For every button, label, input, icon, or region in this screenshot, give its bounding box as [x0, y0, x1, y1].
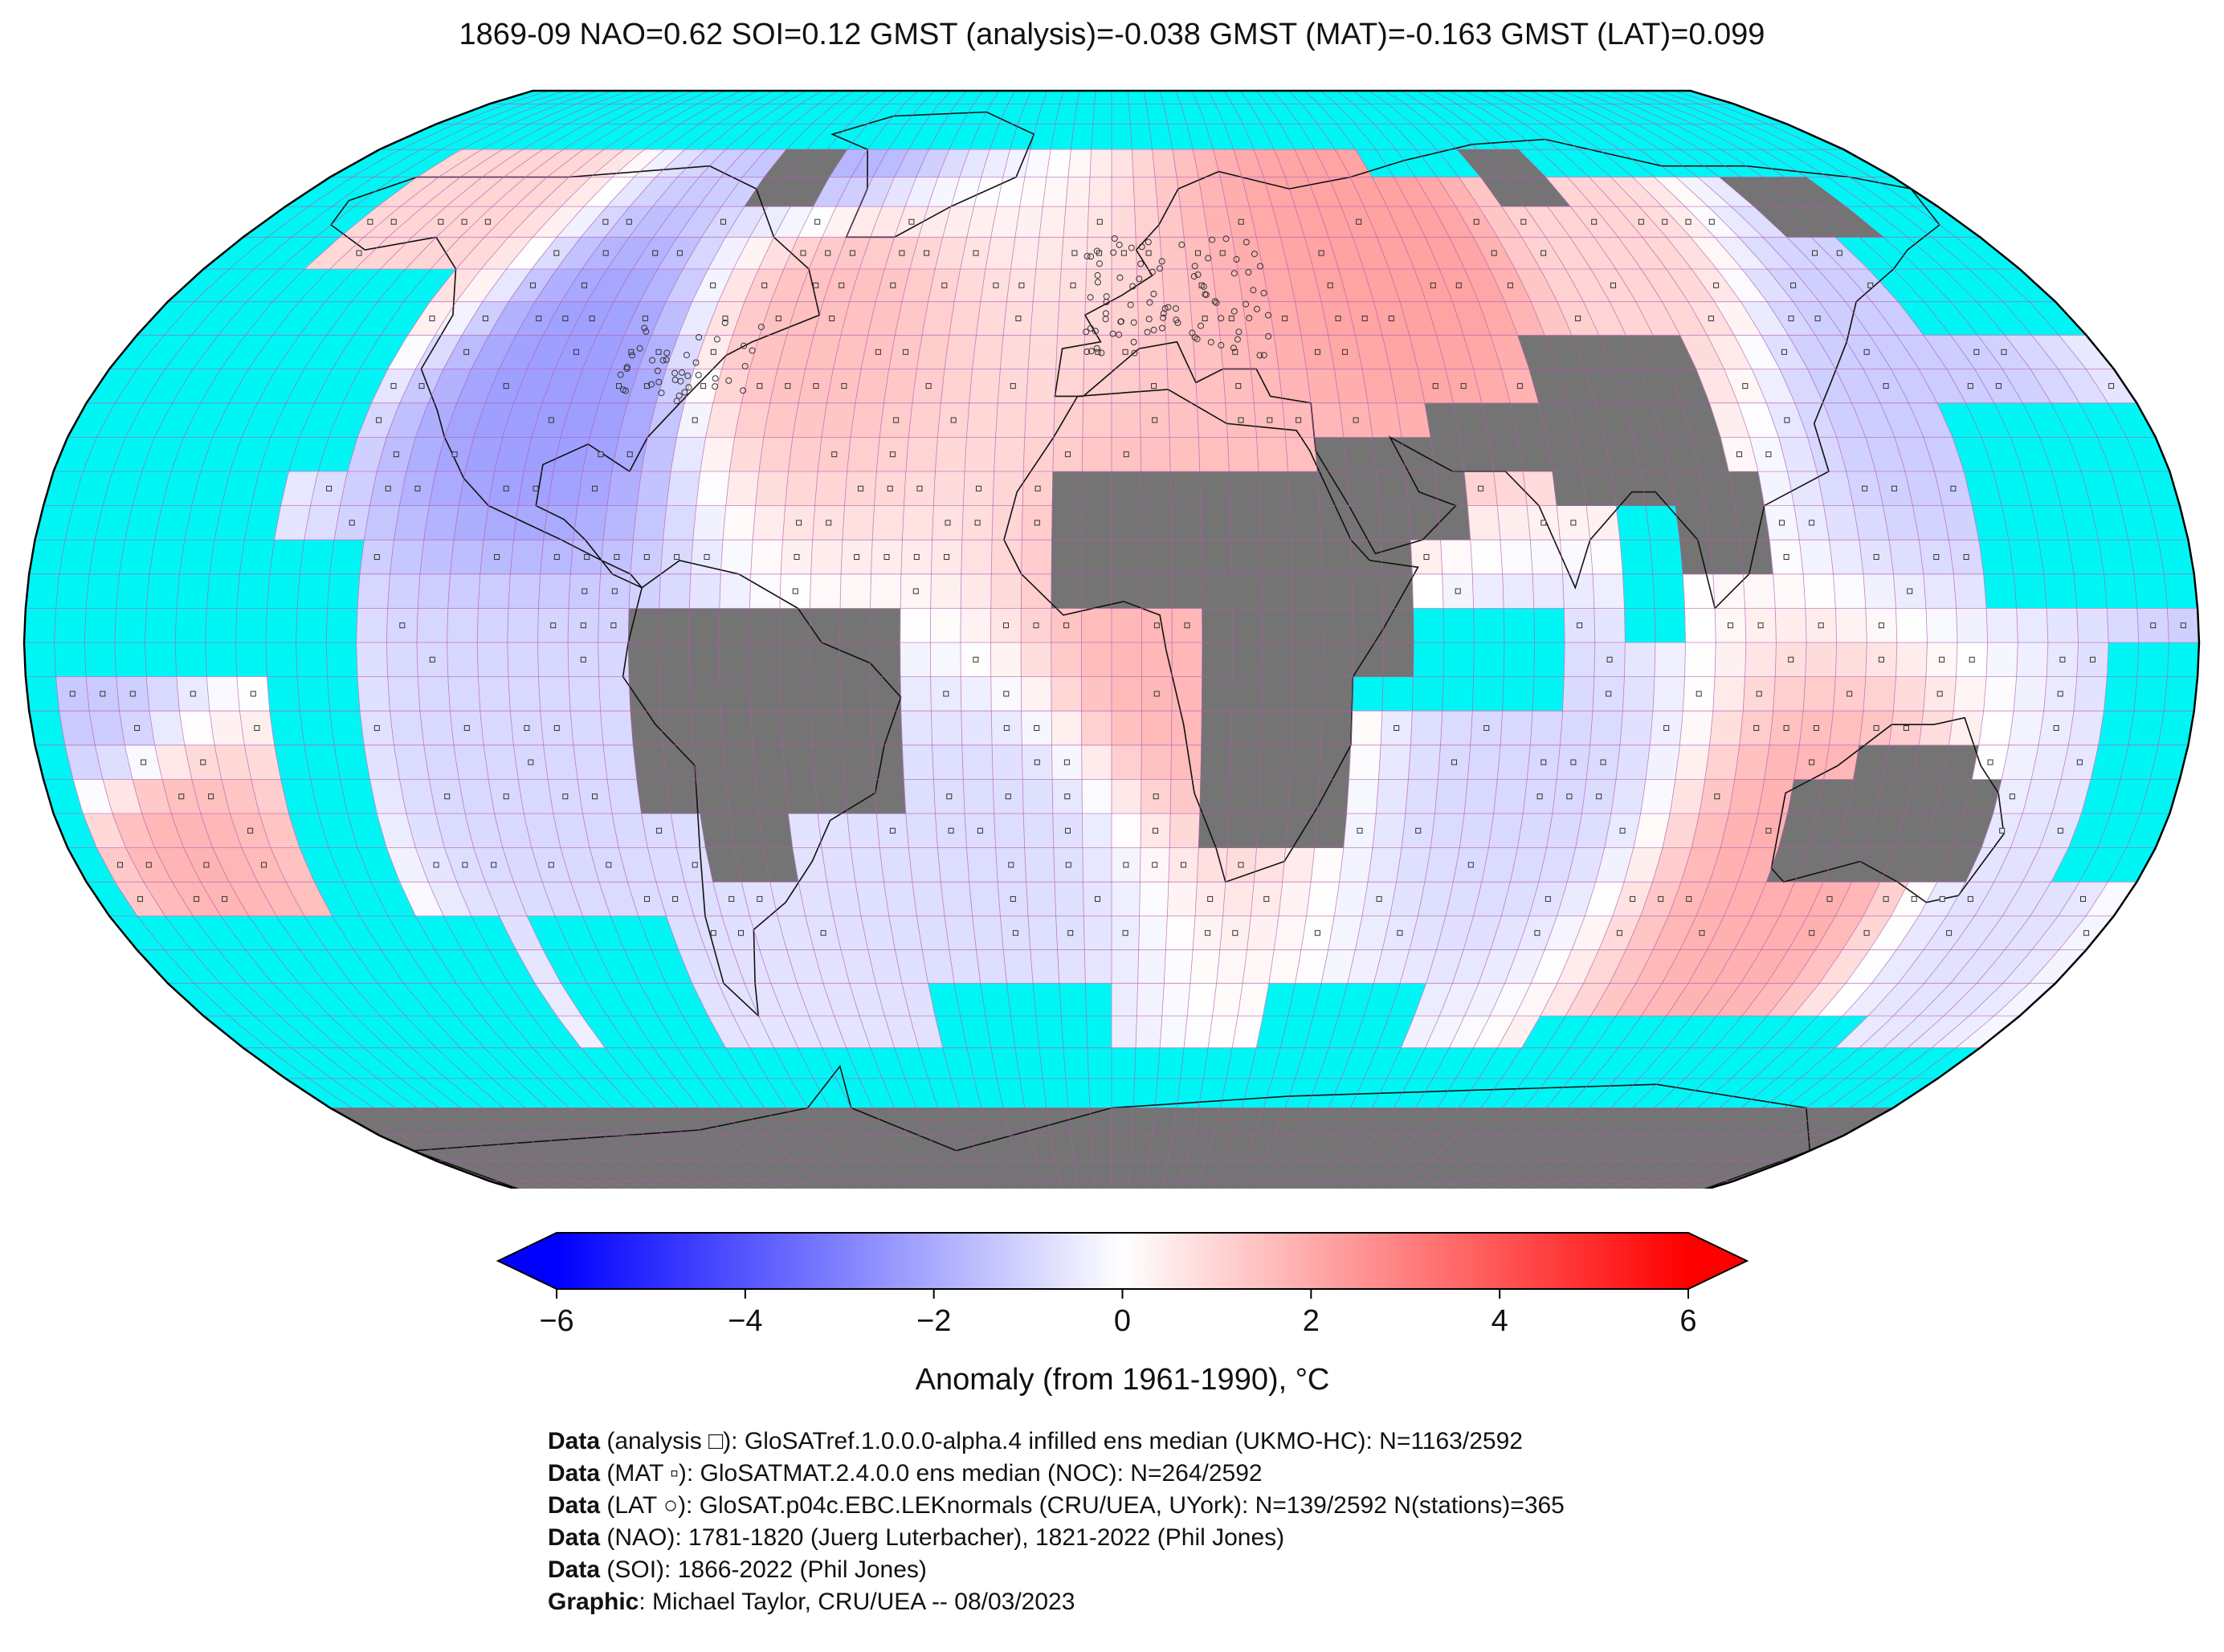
colorbar-tick-label: 6	[1679, 1304, 1696, 1338]
credit-text: (analysis □): GloSATref.1.0.0.0-alpha.4 …	[600, 1428, 1523, 1454]
credit-text: (SOI): 1866-2022 (Phil Jones)	[600, 1556, 927, 1583]
credit-line: Data (LAT ○): GloSAT.p04c.EBC.LEKnormals…	[548, 1490, 1565, 1522]
credit-line: Data (NAO): 1781-1820 (Juerg Luterbacher…	[548, 1522, 1565, 1554]
credit-text: (LAT ○): GloSAT.p04c.EBC.LEKnormals (CRU…	[600, 1492, 1565, 1519]
credit-text: : Michael Taylor, CRU/UEA -- 08/03/2023	[639, 1589, 1075, 1615]
colorbar-tick-label: −2	[916, 1304, 951, 1338]
credit-line: Graphic: Michael Taylor, CRU/UEA -- 08/0…	[548, 1586, 1565, 1618]
credit-key: Data	[548, 1556, 601, 1583]
colorbar-max-extension	[1688, 1233, 1747, 1289]
credit-key: Graphic	[548, 1589, 639, 1615]
credit-line: Data (SOI): 1866-2022 (Phil Jones)	[548, 1554, 1565, 1586]
credit-key: Data	[548, 1460, 601, 1487]
colorbar-tick-label: 2	[1303, 1304, 1320, 1338]
colorbar-label: Anomaly (from 1961-1990), °C	[916, 1363, 1330, 1397]
colorbar-tick-label: −4	[728, 1304, 762, 1338]
colorbar-min-extension	[498, 1233, 557, 1289]
credit-text: (MAT ▫): GloSATMAT.2.4.0.0 ens median (N…	[600, 1460, 1263, 1487]
world-anomaly-map	[22, 89, 2201, 1189]
credit-key: Data	[548, 1524, 601, 1551]
colorbar-gradient	[557, 1233, 1688, 1289]
credit-key: Data	[548, 1492, 601, 1519]
credit-line: Data (MAT ▫): GloSATMAT.2.4.0.0 ens medi…	[548, 1458, 1565, 1490]
colorbar-tick-label: 4	[1492, 1304, 1508, 1338]
data-credits: Data (analysis □): GloSATref.1.0.0.0-alp…	[548, 1426, 1565, 1618]
colorbar-tick-label: 0	[1114, 1304, 1131, 1338]
colorbar: −6 −4 −2 0 2 4 6 Anomaly (from 1961-1990), °C	[496, 1232, 1749, 1397]
map-title: 1869-09 NAO=0.62 SOI=0.12 GMST (analysis…	[459, 18, 1765, 51]
credit-key: Data	[548, 1428, 601, 1454]
credit-line: Data (analysis □): GloSATref.1.0.0.0-alp…	[548, 1426, 1565, 1458]
credit-text: (NAO): 1781-1820 (Juerg Luterbacher), 18…	[600, 1524, 1285, 1551]
colorbar-tick-label: −6	[539, 1304, 573, 1338]
